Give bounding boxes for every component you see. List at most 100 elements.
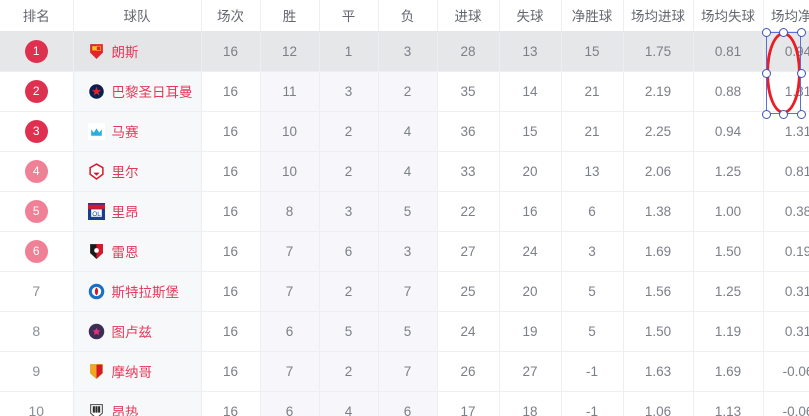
team-name: 里昂 <box>111 205 139 220</box>
cell-team[interactable]: 巴黎圣日耳曼 <box>73 71 202 112</box>
column-header-rank[interactable]: 排名 <box>0 0 74 32</box>
psg-crest <box>87 82 105 100</box>
cell-rank: 6 <box>0 231 74 272</box>
column-header-goals-for[interactable]: 进球 <box>437 0 500 32</box>
rank-badge: 3 <box>24 119 48 143</box>
cell-ga: 18 <box>499 391 562 416</box>
cell-avg_gd: 1.31 <box>763 111 809 152</box>
cell-avg_ga: 1.25 <box>693 151 764 192</box>
cell-team[interactable]: 里尔 <box>73 151 202 192</box>
cell-draw: 5 <box>319 311 379 352</box>
cell-avg_gf: 1.38 <box>623 191 694 232</box>
header-row: 排名 球队 场次 胜 平 负 进球 失球 净胜球 场均进球 场均失球 场均净胜 … <box>0 0 809 32</box>
cell-rank: 10 <box>0 391 74 416</box>
cell-draw: 2 <box>319 151 379 192</box>
cell-rank: 8 <box>0 311 74 352</box>
cell-draw: 3 <box>319 71 379 112</box>
rank-badge: 5 <box>24 199 48 223</box>
cell-loss: 5 <box>378 311 438 352</box>
column-header-played[interactable]: 场次 <box>201 0 261 32</box>
cell-win: 7 <box>260 351 320 392</box>
cell-team[interactable]: 昂热 <box>73 391 202 416</box>
cell-avg_ga: 0.88 <box>693 71 764 112</box>
cell-avg_gd: -0.06 <box>763 351 809 392</box>
rank-badge: 4 <box>24 159 48 183</box>
team-name: 雷恩 <box>111 245 139 260</box>
cell-gf: 24 <box>437 311 500 352</box>
cell-draw: 2 <box>319 271 379 312</box>
cell-team[interactable]: 雷恩 <box>73 231 202 272</box>
cell-rank: 4 <box>0 151 74 192</box>
column-header-win[interactable]: 胜 <box>260 0 320 32</box>
cell-team[interactable]: 马赛 <box>73 111 202 152</box>
team-name: 朗斯 <box>111 45 139 60</box>
column-header-team[interactable]: 球队 <box>73 0 202 32</box>
cell-ga: 15 <box>499 111 562 152</box>
cell-team[interactable]: 斯特拉斯堡 <box>73 271 202 312</box>
cell-avg_gd: -0.06 <box>763 391 809 416</box>
cell-played: 16 <box>201 191 261 232</box>
cell-avg_gf: 2.19 <box>623 71 694 112</box>
cell-gf: 22 <box>437 191 500 232</box>
cell-draw: 6 <box>319 231 379 272</box>
column-header-goals-against[interactable]: 失球 <box>499 0 562 32</box>
cell-gf: 17 <box>437 391 500 416</box>
column-header-loss[interactable]: 负 <box>378 0 438 32</box>
cell-rank: 7 <box>0 271 74 312</box>
column-header-avg-goals-against[interactable]: 场均失球 <box>693 0 764 32</box>
cell-played: 16 <box>201 271 261 312</box>
cell-team[interactable]: 摩纳哥 <box>73 351 202 392</box>
cell-team[interactable]: 朗斯 <box>73 31 202 72</box>
cell-loss: 3 <box>378 31 438 72</box>
cell-avg_gf: 1.69 <box>623 231 694 272</box>
column-header-avg-goal-diff[interactable]: 场均净胜 <box>763 0 809 32</box>
cell-avg_gd: 0.81 <box>763 151 809 192</box>
cell-gd: 13 <box>561 151 624 192</box>
cell-gd: 5 <box>561 271 624 312</box>
cell-ga: 13 <box>499 31 562 72</box>
cell-avg_gd: 0.94 <box>763 31 809 72</box>
monaco-crest <box>88 363 105 380</box>
cell-rank: 1 <box>0 31 74 72</box>
cell-gf: 26 <box>437 351 500 392</box>
team-name: 斯特拉斯堡 <box>111 285 180 300</box>
cell-played: 16 <box>201 231 261 272</box>
team-name: 巴黎圣日耳曼 <box>111 85 193 100</box>
rank-number: 8 <box>32 323 41 339</box>
cell-played: 16 <box>201 351 261 392</box>
cell-team[interactable]: 图卢兹 <box>73 311 202 352</box>
lyon-crest: OL <box>87 202 105 220</box>
column-header-draw[interactable]: 平 <box>319 0 379 32</box>
cell-avg_gf: 1.50 <box>623 311 694 352</box>
cell-avg_gf: 1.63 <box>623 351 694 392</box>
strasbourg-crest <box>88 283 105 300</box>
table-header: 排名 球队 场次 胜 平 负 进球 失球 净胜球 场均进球 场均失球 场均净胜 … <box>0 0 809 32</box>
cell-avg_ga: 1.50 <box>693 231 764 272</box>
cell-avg_ga: 1.69 <box>693 351 764 392</box>
cell-avg_gf: 1.56 <box>623 271 694 312</box>
cell-avg_ga: 1.00 <box>693 191 764 232</box>
cell-avg_gd: 0.38 <box>763 191 809 232</box>
cell-win: 8 <box>260 191 320 232</box>
cell-team[interactable]: OL 里昂 <box>73 191 202 232</box>
cell-avg_gf: 2.25 <box>623 111 694 152</box>
column-header-avg-goals-for[interactable]: 场均进球 <box>623 0 694 32</box>
column-header-goal-diff[interactable]: 净胜球 <box>561 0 624 32</box>
cell-gd: 5 <box>561 311 624 352</box>
rank-badge: 1 <box>24 39 48 63</box>
cell-gf: 35 <box>437 71 500 112</box>
cell-rank: 3 <box>0 111 74 152</box>
lille-crest <box>88 162 105 180</box>
